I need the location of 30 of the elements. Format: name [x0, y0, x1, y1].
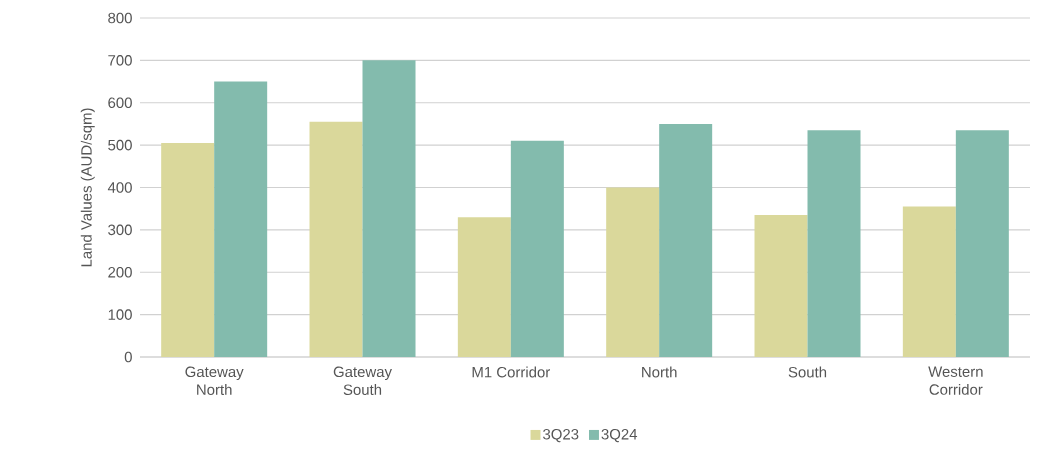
y-tick-label: 800 — [108, 12, 132, 24]
x-tick-label: Gateway South — [333, 366, 392, 396]
bar — [606, 187, 660, 357]
y-tick-label: 400 — [107, 182, 132, 193]
y-tick-label: 100 — [108, 309, 132, 320]
bar — [902, 206, 956, 357]
bar — [955, 130, 1009, 357]
y-tick-label: 500 — [108, 139, 132, 151]
bar — [807, 130, 861, 357]
y-tick-label: 600 — [108, 97, 132, 109]
bar — [161, 142, 215, 357]
legend-label: 3Q24 — [601, 428, 638, 443]
bar — [309, 121, 363, 357]
x-tick-label: Gateway North — [185, 366, 244, 396]
bar — [214, 81, 268, 357]
bar — [510, 140, 564, 357]
y-tick-label: 0 — [124, 351, 132, 363]
bar — [754, 215, 808, 357]
y-tick-label: 700 — [108, 55, 132, 66]
bar — [659, 123, 713, 357]
x-tick-label: North — [642, 366, 677, 378]
x-tick-label: Western Corridor — [928, 366, 983, 395]
legend-label: 3Q23 — [543, 428, 579, 443]
y-tick-label: 300 — [108, 224, 132, 236]
y-tick-label: 200 — [108, 266, 132, 278]
y-axis-title: Land Values (AUD/sqm) — [80, 108, 95, 267]
bar — [362, 60, 416, 357]
x-tick-label: M1 Corridor — [472, 366, 550, 378]
bar — [457, 217, 511, 357]
x-tick-label: South — [788, 366, 827, 378]
